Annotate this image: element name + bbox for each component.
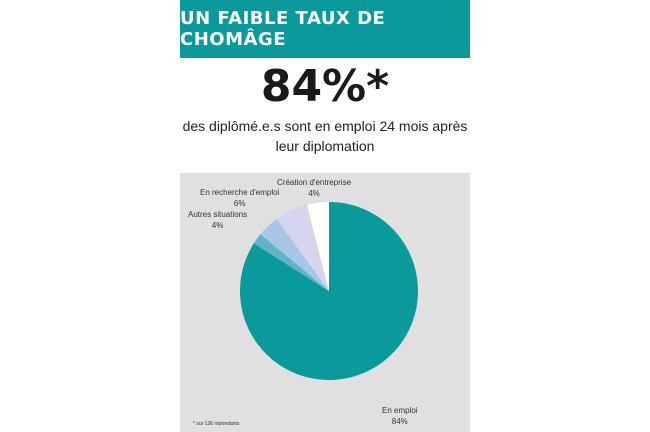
label-recherche-emploi-name: En recherche d'emploi xyxy=(200,188,280,197)
label-en-emploi-name: En emploi xyxy=(382,406,418,415)
pie-chart-panel: En emploi 84% Autres situations 4% En re… xyxy=(180,173,470,432)
label-autres-situations: Autres situations 4% xyxy=(188,209,247,231)
pie-slice-unlabeled xyxy=(253,234,329,291)
label-autres-situations-name: Autres situations xyxy=(188,210,248,219)
pie-slice-en-emploi xyxy=(239,202,418,380)
pie-slice-autres-situations xyxy=(260,219,329,291)
stat-description: des diplômé.e.s sont en emploi 24 mois a… xyxy=(182,118,468,154)
headline-stat: 84%* xyxy=(260,61,390,112)
label-autres-situations-value: 4% xyxy=(211,221,224,230)
title-banner: UN FAIBLE TAUX DE CHOMÂGE xyxy=(180,0,470,58)
pie-chart xyxy=(239,202,418,380)
pie-slice-creation-d-entreprise xyxy=(306,202,329,291)
label-creation-entreprise-value: 4% xyxy=(308,189,320,198)
page-title: UN FAIBLE TAUX DE CHOMÂGE xyxy=(180,8,386,50)
label-recherche-emploi: En recherche d'emploi 6% xyxy=(200,187,279,209)
label-recherche-emploi-value: 6% xyxy=(233,199,246,208)
label-en-emploi: En emploi 84% xyxy=(382,405,418,427)
pie-slice-en-recherche-d-emploi xyxy=(276,204,329,291)
label-creation-entreprise: Création d'entreprise 4% xyxy=(277,177,351,199)
footnote: * sur 126 répondants xyxy=(193,421,240,427)
label-en-emploi-value: 84% xyxy=(391,417,408,426)
label-creation-entreprise-name: Création d'entreprise xyxy=(277,178,352,187)
